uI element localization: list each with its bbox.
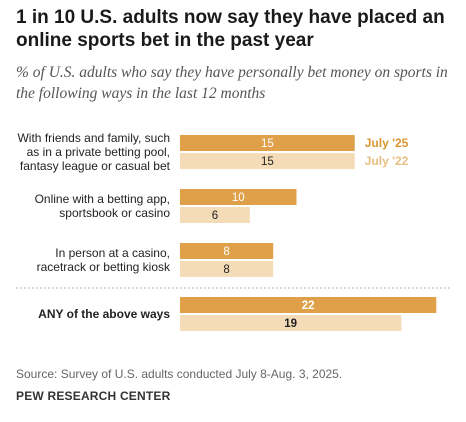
data-label: 19 — [284, 318, 297, 330]
data-label: 10 — [232, 192, 245, 204]
category-label: With friends and family, such — [17, 131, 170, 145]
data-label: 8 — [223, 246, 229, 258]
category-label: sportsbook or casino — [59, 206, 170, 220]
brand-logo-text: PEW RESEARCH CENTER — [16, 389, 171, 403]
bar — [180, 189, 297, 205]
data-label: 8 — [223, 264, 229, 276]
category-label: as in a private betting pool, — [27, 145, 170, 159]
category-label: ANY of the above ways — [38, 307, 170, 321]
chart-subtitle: % of U.S. adults who say they have perso… — [16, 64, 448, 102]
data-label: 15 — [261, 138, 274, 150]
legend-label: July '25 — [365, 136, 409, 150]
category-label: Online with a betting app, — [35, 192, 170, 206]
chart-title: 1 in 10 U.S. adults now say they have pl… — [16, 7, 445, 51]
category-label: fantasy league or casual bet — [20, 159, 171, 173]
bar — [180, 315, 402, 331]
bar — [180, 297, 437, 313]
category-label: In person at a casino, — [55, 246, 170, 260]
category-label: racetrack or betting kiosk — [37, 260, 171, 274]
bar — [180, 261, 274, 277]
data-label: 15 — [261, 156, 274, 168]
bar — [180, 243, 274, 259]
source-note: Source: Survey of U.S. adults conducted … — [16, 367, 343, 381]
data-label: 6 — [212, 210, 218, 222]
bar — [180, 135, 355, 151]
data-label: 22 — [302, 300, 315, 312]
bar — [180, 153, 355, 169]
bar — [180, 207, 250, 223]
legend-label: July '22 — [365, 154, 409, 168]
